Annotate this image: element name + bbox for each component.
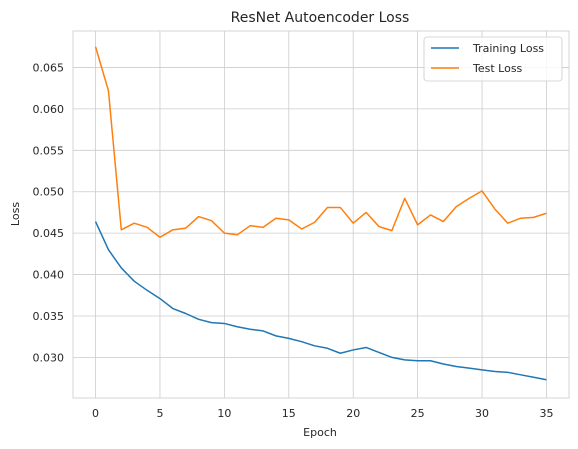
series-lines (94, 46, 547, 381)
y-tick-label: 0.030 (33, 351, 65, 364)
y-tick-label: 0.055 (33, 144, 65, 157)
y-tick-label: 0.050 (33, 186, 65, 199)
x-tick-label: 10 (217, 407, 231, 420)
x-tick-label: 0 (92, 407, 99, 420)
training-loss-line (94, 221, 547, 381)
x-tick-label: 5 (156, 407, 163, 420)
x-tick-label: 20 (346, 407, 360, 420)
y-tick-label: 0.045 (33, 227, 65, 240)
y-tick-label: 0.040 (33, 269, 65, 282)
x-tick-label: 30 (475, 407, 489, 420)
legend: Training Loss Test Loss (423, 36, 563, 82)
y-tick-label: 0.065 (33, 61, 65, 74)
plot-frame (72, 30, 570, 399)
y-tick-label: 0.035 (33, 310, 65, 323)
x-tick-labels: 0 5 10 15 20 25 30 35 (92, 407, 553, 420)
x-tick-label: 35 (539, 407, 553, 420)
y-axis-label: Loss (9, 202, 22, 226)
x-tick-label: 25 (411, 407, 425, 420)
y-tick-label: 0.060 (33, 103, 65, 116)
x-axis-label: Epoch (303, 426, 337, 439)
x-tick-label: 15 (282, 407, 296, 420)
test-loss-line (94, 46, 547, 239)
legend-label-training: Training Loss (472, 42, 544, 55)
chart-title: ResNet Autoencoder Loss (231, 10, 410, 26)
legend-label-test: Test Loss (472, 62, 523, 75)
y-tick-labels: 0.030 0.035 0.040 0.045 0.050 0.055 0.060 0.065 (33, 61, 65, 364)
